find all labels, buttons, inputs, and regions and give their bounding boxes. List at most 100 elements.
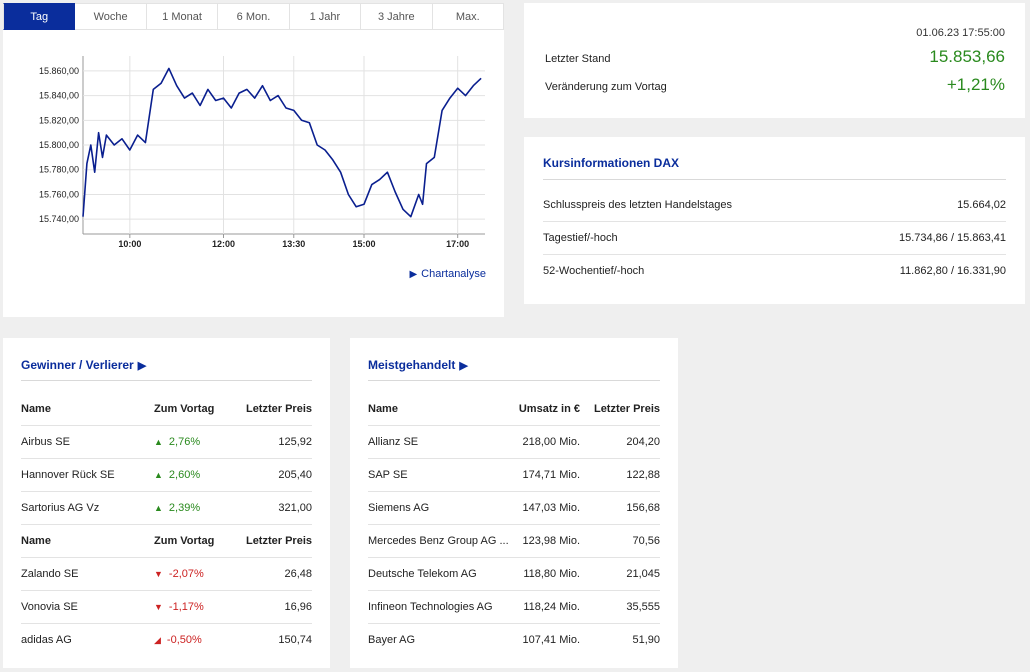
volume-value: 174,71 Mio. [522, 469, 580, 481]
tab-3-jahre[interactable]: 3 Jahre [361, 3, 433, 30]
kursinfo-row: Tagestief/-hoch 15.734,86 / 15.863,41 [543, 222, 1006, 255]
price-value: 35,555 [626, 601, 660, 613]
kursinfo-value: 15.734,86 / 15.863,41 [898, 232, 1006, 244]
change-value: -1,17% [168, 601, 204, 613]
price-value: 125,92 [278, 436, 312, 448]
kursinfo-title: Kursinformationen DAX [543, 156, 680, 170]
tab-1-monat[interactable]: 1 Monat [146, 3, 219, 30]
kursinfo-label: 52-Wochentief/-hoch [543, 265, 645, 277]
x-tick-label: 17:00 [446, 239, 469, 249]
y-tick-label: 15.860,00 [39, 66, 79, 76]
triangle-down-icon: ▼ [154, 569, 163, 579]
volume-value: 147,03 Mio. [522, 502, 580, 514]
stock-name[interactable]: Zalando SE [21, 568, 79, 580]
triangle-down-icon: ▼ [154, 602, 163, 612]
table-row[interactable]: SAP SE 174,71 Mio. 122,88 [368, 459, 660, 492]
stock-name[interactable]: Mercedes Benz Group AG ... [368, 535, 509, 547]
chart-card: Tag Woche 1 Monat 6 Mon. 1 Jahr 3 Jahre Max. 1… [3, 3, 504, 317]
table-row[interactable]: Sartorius AG Vz ▲ 2,39% 321,00 [21, 492, 312, 525]
quote-datetime: 01.06.23 17:55:00 [916, 27, 1005, 39]
stock-name[interactable]: adidas AG [21, 634, 72, 646]
kursinfo-value: 11.862,80 / 16.331,90 [899, 265, 1006, 277]
movers-title-link[interactable]: Gewinner / Verlierer ▶ [21, 358, 146, 372]
divider [21, 380, 312, 381]
table-row[interactable]: Bayer AG 107,41 Mio. 51,90 [368, 624, 660, 656]
most-active-title: Meistgehandelt [368, 358, 456, 372]
volume-value: 118,24 Mio. [523, 601, 580, 613]
kursinfo-row: Schlusspreis des letzten Handelstages 15.… [543, 189, 1006, 222]
most-active-table: Name Umsatz in € Letzter Preis Allianz SE 21… [368, 393, 660, 656]
quote-card: 01.06.23 17:55:00 Letzter Stand 15.853,6… [524, 3, 1025, 118]
chartanalyse-link[interactable]: ▶ Chartanalyse [409, 268, 486, 280]
y-tick-label: 15.760,00 [39, 189, 79, 199]
table-row[interactable]: Allianz SE 218,00 Mio. 204,20 [368, 426, 660, 459]
y-tick-label: 15.800,00 [39, 140, 79, 150]
divider [368, 380, 660, 381]
table-row[interactable]: Airbus SE ▲ 2,76% 125,92 [21, 426, 312, 459]
stock-name[interactable]: Deutsche Telekom AG [368, 568, 477, 580]
price-value: 321,00 [278, 502, 312, 514]
stock-name[interactable]: Bayer AG [368, 634, 416, 646]
table-row[interactable]: Infineon Technologies AG 118,24 Mio. 35,55… [368, 591, 660, 624]
kursinfo-label: Tagestief/-hoch [543, 232, 618, 244]
price-value: 204,20 [626, 436, 660, 448]
triangle-up-icon: ▲ [154, 437, 163, 447]
table-row[interactable]: Vonovia SE ▼ -1,17% 16,96 [21, 591, 312, 624]
table-header: Name Umsatz in € Letzter Preis [368, 393, 660, 426]
kursinfo-label: Schlusspreis des letzten Handelstages [543, 199, 732, 211]
table-row[interactable]: Deutsche Telekom AG 118,80 Mio. 21,045 [368, 558, 660, 591]
kursinfo-list: Schlusspreis des letzten Handelstages 15.… [524, 189, 1025, 287]
movers-table: Name Zum Vortag Letzter Preis Airbus SE ▲ 2,7… [21, 393, 312, 656]
table-row[interactable]: Zalando SE ▼ -2,07% 26,48 [21, 558, 312, 591]
stock-name[interactable]: Hannover Rück SE [21, 469, 115, 481]
stock-name[interactable]: Siemens AG [368, 502, 430, 514]
col-price: Letzter Preis [245, 403, 312, 415]
volume-value: 107,41 Mio. [522, 634, 580, 646]
y-tick-label: 15.820,00 [39, 115, 79, 125]
stock-name[interactable]: Allianz SE [368, 436, 419, 448]
y-tick-label: 15.740,00 [39, 214, 79, 224]
table-row[interactable]: Siemens AG 147,03 Mio. 156,68 [368, 492, 660, 525]
col-volume: Umsatz in € [518, 403, 580, 415]
kursinfo-row: 52-Wochentief/-hoch 11.862,80 / 16.331,90 [543, 255, 1006, 287]
most-active-title-link[interactable]: Meistgehandelt ▶ [368, 358, 468, 372]
stock-name[interactable]: Airbus SE [21, 436, 70, 448]
stock-name[interactable]: Sartorius AG Vz [21, 502, 100, 514]
change-value: 2,76% [168, 436, 201, 448]
tab-max[interactable]: Max. [432, 3, 504, 30]
triangle-up-icon: ▲ [154, 503, 163, 513]
last-price-label: Letzter Stand [545, 53, 611, 65]
stock-name[interactable]: SAP SE [368, 469, 408, 481]
play-icon: ▶ [409, 269, 418, 280]
tab-6-mon[interactable]: 6 Mon. [218, 3, 290, 30]
change-cell: ▲ 2,76% [154, 436, 200, 448]
kursinfo-card: Kursinformationen DAX Schlusspreis des l… [524, 137, 1025, 304]
table-header: Name Zum Vortag Letzter Preis [21, 393, 312, 426]
price-line [82, 67, 482, 218]
stock-name[interactable]: Vonovia SE [21, 601, 78, 613]
price-value: 205,40 [278, 469, 312, 481]
price-value: 70,56 [632, 535, 660, 547]
change-cell: ◢ -0,50% [154, 634, 202, 646]
table-row[interactable]: adidas AG ◢ -0,50% 150,74 [21, 624, 312, 656]
col-change: Zum Vortag [154, 403, 215, 415]
col-price: Letzter Preis [593, 403, 660, 415]
most-active-card: Meistgehandelt ▶ Name Umsatz in € Letzter P… [350, 338, 678, 668]
triangle-up-icon: ▲ [154, 470, 163, 480]
change-value: 2,39% [168, 502, 201, 514]
change-cell: ▲ 2,60% [154, 469, 200, 481]
period-tabs: Tag Woche 1 Monat 6 Mon. 1 Jahr 3 Jahre Max. [3, 3, 504, 31]
x-tick-label: 10:00 [118, 239, 141, 249]
x-tick-label: 13:30 [282, 239, 305, 249]
change-value: +1,21% [946, 75, 1005, 94]
volume-value: 118,80 Mio. [523, 568, 580, 580]
table-row[interactable]: Hannover Rück SE ▲ 2,60% 205,40 [21, 459, 312, 492]
stock-name[interactable]: Infineon Technologies AG [368, 601, 493, 613]
chartanalyse-label: Chartanalyse [421, 268, 486, 280]
tab-1-jahr[interactable]: 1 Jahr [289, 3, 362, 30]
change-value: 2,60% [168, 469, 201, 481]
table-row[interactable]: Mercedes Benz Group AG ... 123,98 Mio. 70,… [368, 525, 660, 558]
tab-woche[interactable]: Woche [75, 3, 147, 30]
price-value: 122,88 [626, 469, 660, 481]
tab-tag[interactable]: Tag [3, 3, 76, 30]
